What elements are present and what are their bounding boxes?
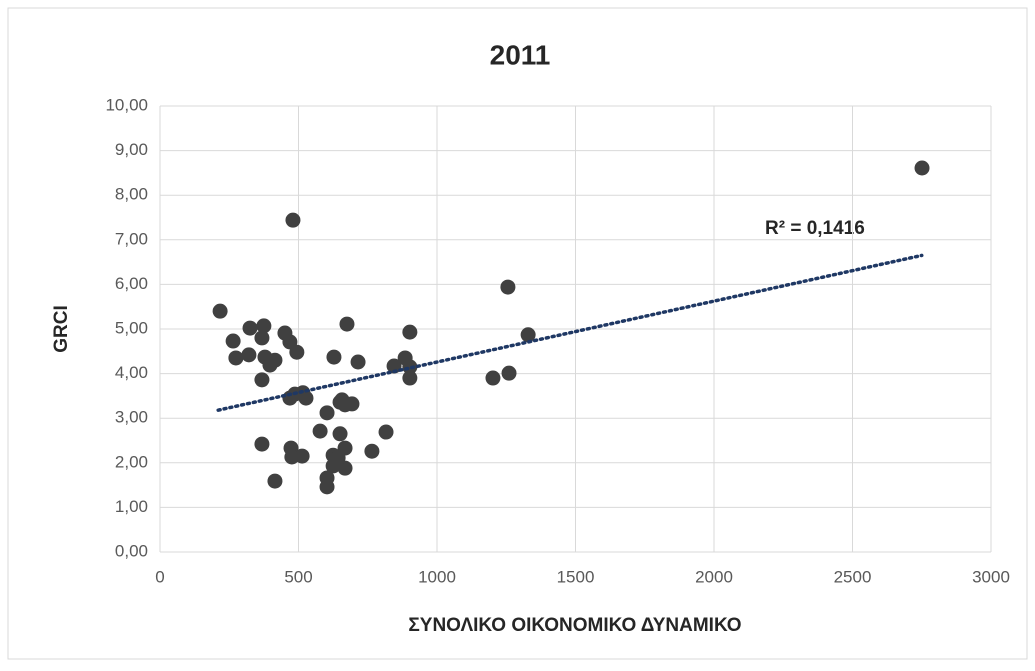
data-point [319,405,335,421]
data-point [289,344,305,360]
x-tick-label: 500 [284,567,312,586]
data-point [378,424,394,440]
data-point [520,327,536,343]
chart-title: 2011 [490,39,551,70]
data-point [254,330,270,346]
x-tick-label: 1500 [557,567,595,586]
y-tick-label: 6,00 [115,274,148,293]
data-point [212,303,228,319]
r-squared-annotation: R² = 0,1416 [765,218,865,239]
data-point [228,350,244,366]
y-tick-label: 10,00 [105,95,148,114]
data-point [350,354,366,370]
data-point [254,372,270,388]
trendline [216,253,924,412]
data-point [267,352,283,368]
data-point [364,443,380,459]
data-point [319,479,335,495]
data-point [294,448,310,464]
data-point [485,370,501,386]
x-tick-label: 2000 [695,567,733,586]
y-tick-label: 2,00 [115,452,148,471]
data-point [332,426,348,442]
data-point [267,473,283,489]
data-point [241,347,257,363]
data-point [402,370,418,386]
x-tick-label: 2500 [834,567,872,586]
data-point [256,318,272,334]
x-tick-label: 3000 [972,567,1010,586]
y-tick-label: 0,00 [115,541,148,560]
x-tick-label: 0 [155,567,164,586]
x-axis-title: ΣΥΝΟΛΙΚΟ ΟΙΚΟΝΟΜΙΚΟ ΔΥΝΑΜΙΚΟ [408,615,741,636]
data-point [326,349,342,365]
y-tick-label: 7,00 [115,229,148,248]
data-point [285,212,301,228]
data-point [402,359,418,375]
data-point [501,365,517,381]
y-tick-label: 4,00 [115,363,148,382]
data-point [242,320,258,336]
y-tick-label: 5,00 [115,318,148,337]
data-point [225,333,241,349]
y-axis-title: GRCI [51,305,72,353]
x-tick-label: 1000 [418,567,456,586]
y-tick-label: 9,00 [115,140,148,159]
y-tick-label: 3,00 [115,408,148,427]
data-point [312,423,328,439]
data-point [402,324,418,340]
data-point [254,436,270,452]
data-point [344,396,360,412]
data-point [500,279,516,295]
y-tick-label: 1,00 [115,497,148,516]
data-point [386,358,402,374]
data-point [914,160,930,176]
data-point [330,450,346,466]
data-point [298,390,314,406]
data-point [339,316,355,332]
chart-border [7,7,1028,660]
y-tick-label: 8,00 [115,185,148,204]
